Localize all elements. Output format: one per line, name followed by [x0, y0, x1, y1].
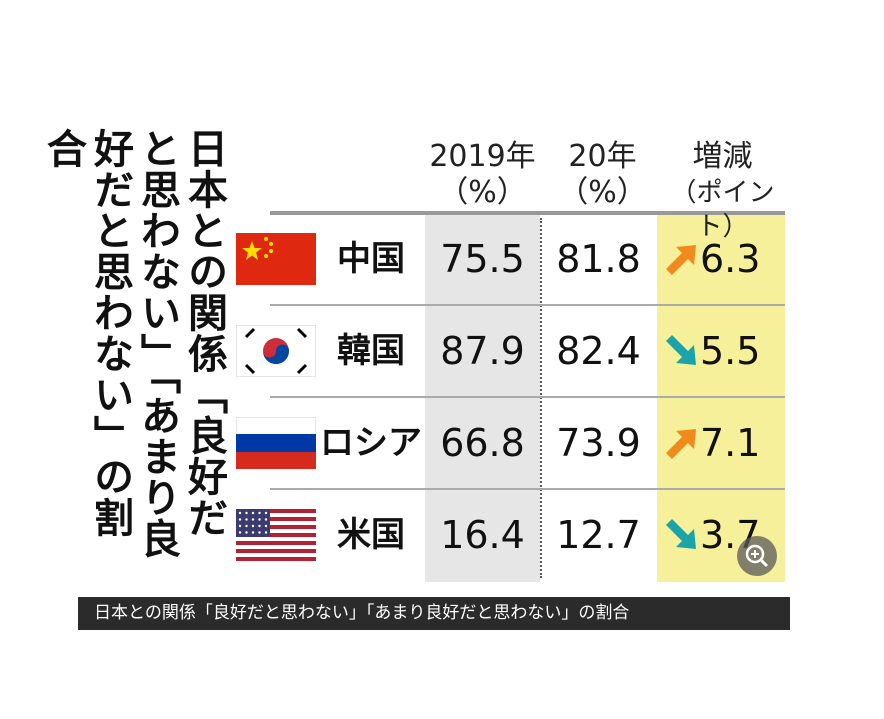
- flag-image: [235, 416, 317, 470]
- country: ロシア: [320, 423, 422, 463]
- col-bg: [425, 214, 540, 582]
- change-arrow: [664, 519, 700, 555]
- value-2020: 82.4: [556, 329, 641, 373]
- value-2020: 73.9: [556, 421, 641, 465]
- header: 2019年: [429, 139, 536, 174]
- country: 中国: [337, 239, 405, 279]
- flag: [236, 233, 316, 289]
- value-2019: 75.5: [440, 237, 525, 281]
- col-bg: [657, 214, 785, 582]
- title: 日本との関係「良好だと思わない」「あまり良好だと思わない」の割合: [40, 128, 227, 559]
- separator: [540, 218, 542, 578]
- value-2019: 87.9: [440, 329, 525, 373]
- flag: [235, 416, 317, 473]
- row-rule: [270, 304, 785, 306]
- caption: 日本との関係「良好だと思わない」「あまり良好だと思わない」の割合: [78, 597, 790, 630]
- change-arrow: [664, 335, 700, 371]
- header: （%）: [438, 175, 527, 210]
- zoom-icon[interactable]: [736, 535, 778, 577]
- header: 20年: [568, 139, 637, 174]
- flag-image: [236, 509, 316, 561]
- header: （%）: [558, 175, 647, 210]
- flag-image: [236, 233, 316, 285]
- change-value: 7.1: [700, 421, 761, 465]
- value-2019: 66.8: [440, 421, 525, 465]
- value-2019: 16.4: [440, 513, 525, 557]
- value-2020: 12.7: [556, 513, 641, 557]
- country: 米国: [337, 515, 405, 555]
- value-2020: 81.8: [556, 237, 641, 281]
- arrow-icon: [666, 245, 696, 275]
- flag: [235, 324, 317, 381]
- rule: [270, 211, 785, 215]
- change-value: 6.3: [700, 237, 761, 281]
- change-arrow: [664, 427, 700, 463]
- arrow-icon: [666, 429, 696, 459]
- arrow-icon: [666, 335, 696, 365]
- change-value: 5.5: [700, 329, 761, 373]
- header: 増減: [692, 139, 753, 174]
- row-rule: [270, 488, 785, 490]
- flag-image: [235, 324, 317, 378]
- flag: [236, 509, 316, 565]
- country: 韓国: [337, 331, 405, 371]
- row-rule: [270, 396, 785, 398]
- header: （ポイント）: [670, 178, 775, 242]
- change-arrow: [664, 243, 700, 279]
- arrow-icon: [666, 519, 696, 549]
